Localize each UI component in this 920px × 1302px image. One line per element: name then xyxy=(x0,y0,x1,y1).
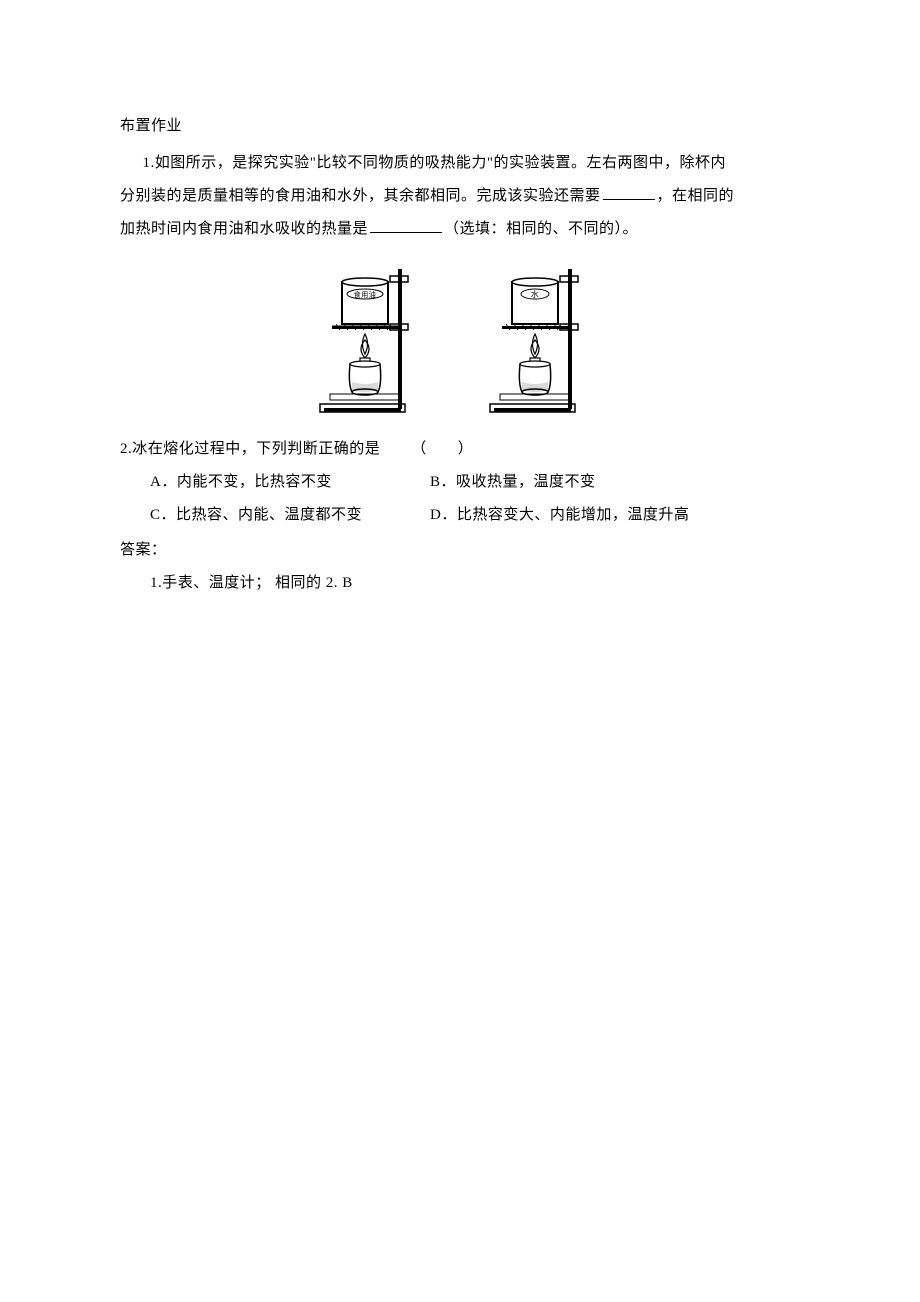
beaker-label-water: 水 xyxy=(531,289,540,299)
apparatus-water: 水 xyxy=(480,264,610,419)
q1-text-c-pre: 加热时间内食用油和水吸收的热量是 xyxy=(120,221,368,237)
section-heading: 布置作业 xyxy=(120,110,800,143)
question-2: 2.冰在熔化过程中，下列判断正确的是 （ ） A．内能不变，比热容不变 B．吸收… xyxy=(120,433,800,532)
fill-blank-2 xyxy=(370,218,442,233)
q1-text-b-pre: 分别装的是质量相等的食用油和水外，其余都相同。完成该实验还需要 xyxy=(120,188,601,204)
q1-line2: 分别装的是质量相等的食用油和水外，其余都相同。完成该实验还需要 ，在相同的 xyxy=(120,180,800,213)
q2-options-row1: A．内能不变，比热容不变 B．吸收热量，温度不变 xyxy=(120,466,800,499)
experiment-figure: 食用油 xyxy=(120,264,800,419)
q2-option-a: A．内能不变，比热容不变 xyxy=(150,466,430,499)
answers-heading: 答案： xyxy=(120,534,800,567)
apparatus-oil: 食用油 xyxy=(310,264,440,419)
beaker-label-oil: 食用油 xyxy=(354,290,377,299)
q2-option-b: B．吸收热量，温度不变 xyxy=(430,466,710,499)
q2-stem: 2.冰在熔化过程中，下列判断正确的是 （ ） xyxy=(120,433,800,466)
answers-line: 1.手表、温度计； 相同的 2. B xyxy=(120,567,800,600)
q1-text-b-post: ，在相同的 xyxy=(657,188,735,204)
q2-options-row2: C．比热容、内能、温度都不变 D．比热容变大、内能增加，温度升高 xyxy=(120,499,800,532)
q1-line1: 1.如图所示，是探究实验"比较不同物质的吸热能力"的实验装置。左右两图中，除杯内 xyxy=(120,147,800,180)
q1-text-c-post: （选填：相同的、不同的）。 xyxy=(444,221,638,237)
q1-line3: 加热时间内食用油和水吸收的热量是 （选填：相同的、不同的）。 xyxy=(120,213,800,246)
q2-option-d: D．比热容变大、内能增加，温度升高 xyxy=(430,499,710,532)
fill-blank-1 xyxy=(603,185,655,200)
q2-option-c: C．比热容、内能、温度都不变 xyxy=(150,499,430,532)
question-1: 1.如图所示，是探究实验"比较不同物质的吸热能力"的实验装置。左右两图中，除杯内… xyxy=(120,147,800,246)
